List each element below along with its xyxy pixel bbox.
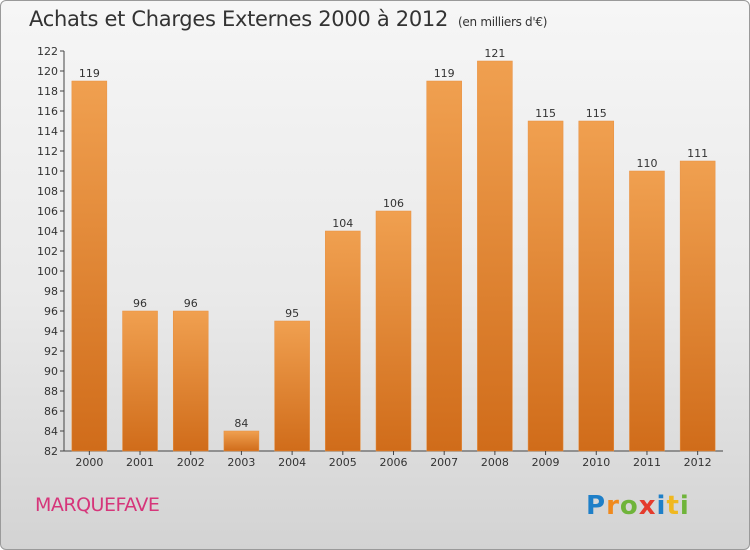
data-label: 110 xyxy=(636,157,657,170)
logo-letter: P xyxy=(586,491,607,521)
x-tick-label: 2001 xyxy=(126,456,154,469)
x-tick-label: 2009 xyxy=(532,456,560,469)
data-label: 104 xyxy=(332,217,353,230)
y-tick-label: 102 xyxy=(37,245,58,258)
bar xyxy=(375,210,412,452)
data-label: 119 xyxy=(434,67,455,80)
bar xyxy=(71,80,108,452)
y-tick-label: 86 xyxy=(44,405,58,418)
bar xyxy=(629,170,665,452)
x-tick-label: 2008 xyxy=(481,456,509,469)
logo-letter: t xyxy=(666,491,680,521)
data-label: 115 xyxy=(586,107,607,120)
bar xyxy=(426,80,462,452)
proxiti-logo: Proxiti xyxy=(586,491,690,521)
bar xyxy=(325,230,361,452)
bar xyxy=(679,160,716,452)
y-tick-label: 94 xyxy=(44,325,58,338)
y-tick-label: 90 xyxy=(44,365,58,378)
logo-letter: i xyxy=(656,491,667,521)
x-tick-label: 2005 xyxy=(329,456,357,469)
x-tick-label: 2012 xyxy=(684,456,712,469)
logo-letter: r xyxy=(606,491,620,521)
data-label: 119 xyxy=(79,67,100,80)
data-label: 106 xyxy=(383,197,404,210)
x-tick-label: 2002 xyxy=(177,456,205,469)
title-unit: (en milliers d'€) xyxy=(458,15,548,29)
y-tick-label: 116 xyxy=(37,105,58,118)
y-tick-label: 112 xyxy=(37,145,58,158)
bar xyxy=(274,320,310,452)
y-tick-label: 122 xyxy=(37,45,58,58)
y-tick-label: 114 xyxy=(37,125,58,138)
x-tick-label: 2007 xyxy=(430,456,458,469)
bar xyxy=(223,430,260,452)
y-tick-label: 92 xyxy=(44,345,58,358)
title-text: Achats et Charges Externes 2000 à 2012 xyxy=(29,7,449,31)
x-tick-label: 2006 xyxy=(380,456,408,469)
y-tick-label: 84 xyxy=(44,425,58,438)
x-tick-label: 2010 xyxy=(582,456,610,469)
chart-title: Achats et Charges Externes 2000 à 2012 (e… xyxy=(29,7,547,31)
bar xyxy=(527,120,564,452)
data-label: 111 xyxy=(687,147,708,160)
y-tick-label: 98 xyxy=(44,285,58,298)
x-tick-label: 2011 xyxy=(633,456,661,469)
data-label: 96 xyxy=(184,297,198,310)
y-tick-label: 100 xyxy=(37,265,58,278)
y-tick-label: 108 xyxy=(37,185,58,198)
y-tick-label: 120 xyxy=(37,65,58,78)
bar xyxy=(578,120,615,452)
data-label: 84 xyxy=(234,417,248,430)
bar xyxy=(477,60,513,452)
logo-letter: x xyxy=(638,491,657,521)
x-tick-label: 2004 xyxy=(278,456,306,469)
bar xyxy=(172,310,209,452)
y-tick-label: 106 xyxy=(37,205,58,218)
logo-letter: o xyxy=(619,491,639,521)
x-tick-label: 2000 xyxy=(75,456,103,469)
y-tick-label: 110 xyxy=(37,165,58,178)
x-tick-label: 2003 xyxy=(227,456,255,469)
data-label: 115 xyxy=(535,107,556,120)
logo-letter: i xyxy=(679,491,690,521)
y-tick-label: 88 xyxy=(44,385,58,398)
data-label: 95 xyxy=(285,307,299,320)
y-tick-label: 96 xyxy=(44,305,58,318)
y-tick-label: 82 xyxy=(44,445,58,458)
bar xyxy=(122,310,158,452)
data-label: 121 xyxy=(484,47,505,60)
y-tick-label: 118 xyxy=(37,85,58,98)
city-name: MARQUEFAVE xyxy=(35,494,160,516)
y-tick-label: 104 xyxy=(37,225,58,238)
data-label: 96 xyxy=(133,297,147,310)
